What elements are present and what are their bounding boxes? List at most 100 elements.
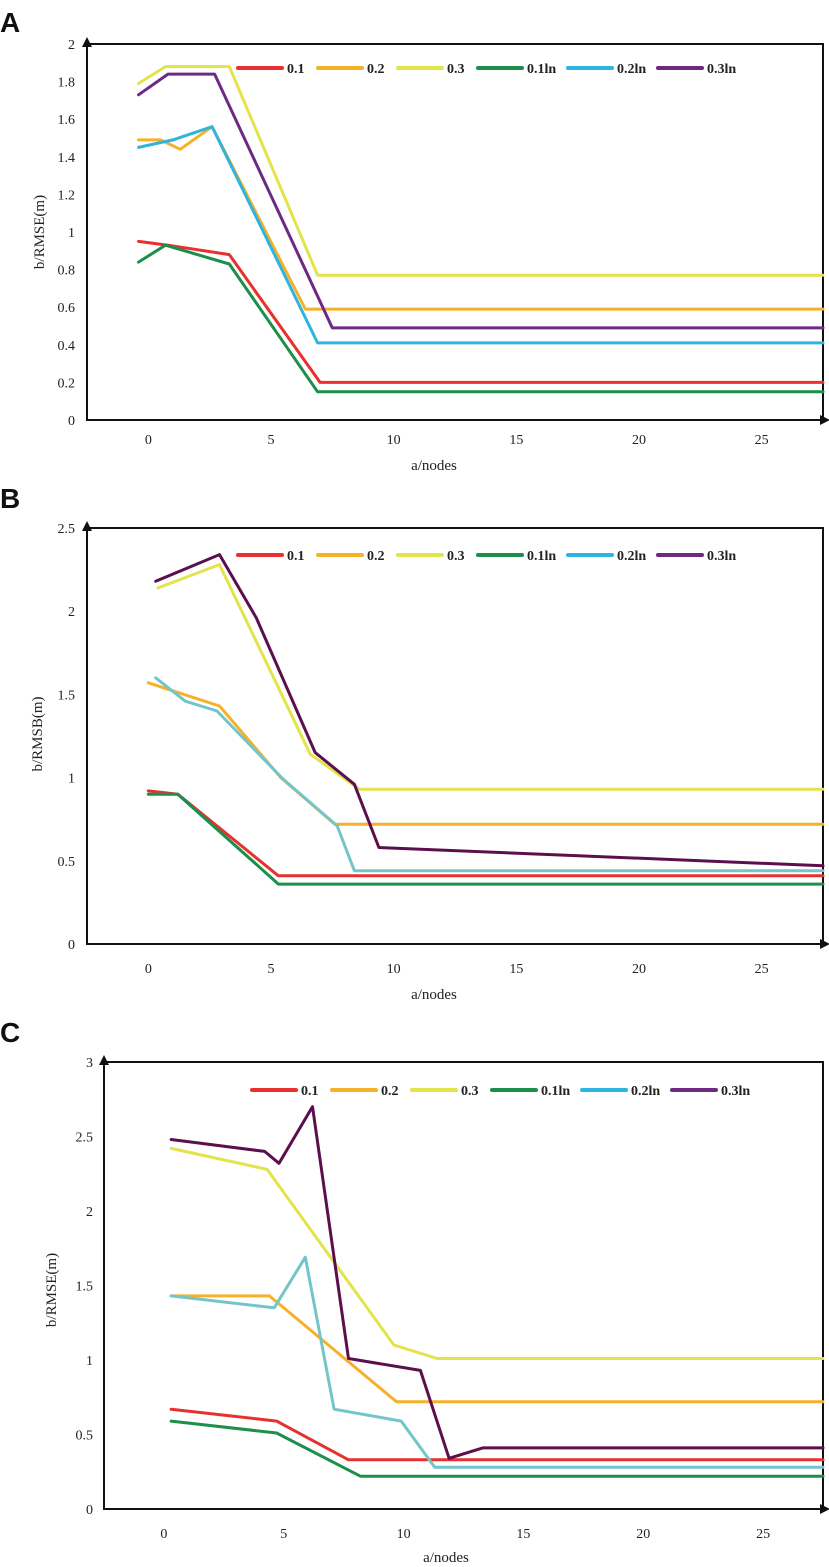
y-tick-label: 0.2	[58, 376, 76, 391]
panel-letter: A	[0, 7, 20, 38]
legend-label-0.3ln: 0.3ln	[707, 549, 736, 564]
legend-label-0.2ln: 0.2ln	[631, 1084, 660, 1099]
plot-frame	[86, 527, 824, 945]
series-line-0.1ln	[137, 243, 825, 394]
y-tick-label: 3	[86, 1056, 93, 1071]
x-tick-label: 0	[145, 962, 152, 977]
legend-label-0.1: 0.1	[287, 549, 305, 564]
y-tick-label: 1.5	[58, 688, 76, 703]
series-line-0.1	[146, 789, 825, 878]
x-tick-label: 20	[636, 1527, 650, 1542]
y-tick-label: 0.5	[76, 1429, 94, 1444]
x-axis-label: a/nodes	[411, 458, 457, 474]
legend-label-0.2: 0.2	[367, 549, 385, 564]
x-tick-label: 10	[387, 962, 401, 977]
panel-letter: B	[0, 483, 20, 514]
series-line-0.2	[146, 681, 825, 826]
x-tick-label: 15	[509, 962, 523, 977]
y-tick-label: 0.6	[58, 301, 76, 316]
x-tick-label: 10	[387, 433, 401, 448]
legend: 0.1 0.2 0.3 0.1ln 0.2ln 0.3ln	[236, 549, 736, 564]
legend-label-0.2ln: 0.2ln	[617, 62, 646, 77]
x-tick-label: 0	[160, 1527, 167, 1542]
series-line-0.1	[137, 239, 825, 384]
y-tick-labels: 0 0.5 1 1.5 2 2.5	[58, 522, 76, 953]
series-line-0.2ln	[137, 125, 825, 345]
series-line-0.3ln	[169, 1105, 825, 1460]
series-line-0.2ln	[169, 1255, 825, 1469]
series-lines	[169, 1105, 825, 1478]
y-tick-label: 0	[68, 938, 75, 953]
y-tick-label: 1.8	[58, 76, 76, 91]
y-tick-label: 0.5	[58, 855, 76, 870]
legend-label-0.3: 0.3	[461, 1084, 479, 1099]
y-tick-label: 1.5	[76, 1280, 94, 1295]
y-axis-label: b/RMSE(m)	[44, 1253, 60, 1327]
y-tick-label: 0	[68, 414, 75, 429]
y-tick-labels: 0 0.5 1 1.5 2 2.5 3	[76, 1056, 94, 1518]
y-tick-label: 2	[68, 38, 75, 53]
y-axis-label: b/RMSB(m)	[30, 696, 46, 771]
series-lines	[146, 553, 825, 886]
y-tick-label: 1	[68, 772, 75, 787]
series-line-0.2	[169, 1294, 825, 1404]
x-tick-label: 15	[509, 433, 523, 448]
x-axis-label: a/nodes	[423, 1550, 469, 1566]
y-axis-label: b/RMSE(m)	[32, 195, 48, 269]
legend-label-0.3ln: 0.3ln	[721, 1084, 750, 1099]
x-tick-label: 5	[268, 433, 275, 448]
legend-label-0.1: 0.1	[301, 1084, 319, 1099]
legend-label-0.1ln: 0.1ln	[541, 1084, 570, 1099]
x-axis-label: a/nodes	[411, 987, 457, 1003]
y-tick-label: 1.4	[58, 151, 76, 166]
panel-a: A 0 5 10 15 20 25 0 0.2 0.4 0.6 0.8 1 1.2 1.4 1.6 1.8 2…	[0, 7, 829, 474]
series-line-0.1ln	[169, 1419, 825, 1478]
y-tick-label: 1.2	[58, 188, 76, 203]
x-tick-label: 10	[397, 1527, 411, 1542]
legend: 0.1 0.2 0.3 0.1ln 0.2ln 0.3ln	[236, 62, 736, 77]
series-lines	[137, 65, 825, 394]
legend-label-0.1: 0.1	[287, 62, 305, 77]
legend-label-0.2: 0.2	[381, 1084, 399, 1099]
y-tick-label: 2.5	[76, 1131, 94, 1146]
x-tick-label: 25	[755, 433, 769, 448]
series-line-0.1ln	[146, 792, 825, 886]
y-tick-label: 2	[68, 605, 75, 620]
panel-letter: C	[0, 1017, 20, 1048]
legend-label-0.3ln: 0.3ln	[707, 62, 736, 77]
legend-label-0.1ln: 0.1ln	[527, 549, 556, 564]
x-tick-label: 5	[280, 1527, 287, 1542]
y-tick-label: 0.8	[58, 264, 76, 279]
plot-frame	[103, 1061, 824, 1510]
series-line-0.3ln	[154, 553, 825, 868]
x-tick-label: 25	[756, 1527, 770, 1542]
panel-b: B 0 5 10 15 20 25 0 0.5 1 1.5 2 2.5 0.1 0.2 0.3 0.1ln…	[0, 483, 829, 1003]
x-tick-label: 0	[145, 433, 152, 448]
x-tick-label: 20	[632, 433, 646, 448]
legend-label-0.2ln: 0.2ln	[617, 549, 646, 564]
y-tick-label: 0	[86, 1503, 93, 1518]
x-tick-label: 5	[268, 962, 275, 977]
x-tick-labels: 0 5 10 15 20 25	[160, 1527, 770, 1542]
series-line-0.3ln	[137, 72, 825, 330]
legend-label-0.3: 0.3	[447, 549, 465, 564]
x-tick-label: 20	[632, 962, 646, 977]
y-tick-label: 2	[86, 1205, 93, 1220]
series-line-0.3	[169, 1146, 825, 1360]
series-line-0.2	[137, 125, 825, 311]
y-tick-label: 1	[68, 226, 75, 241]
y-tick-label: 2.5	[58, 522, 76, 537]
series-line-0.1	[169, 1407, 825, 1462]
y-tick-label: 1.6	[58, 113, 76, 128]
y-tick-label: 1	[86, 1354, 93, 1369]
series-line-0.3	[137, 65, 825, 277]
x-tick-label: 15	[516, 1527, 530, 1542]
legend-label-0.1ln: 0.1ln	[527, 62, 556, 77]
plot-frame	[86, 43, 824, 421]
legend-label-0.3: 0.3	[447, 62, 465, 77]
series-line-0.3	[156, 563, 825, 791]
legend-label-0.2: 0.2	[367, 62, 385, 77]
x-tick-label: 25	[755, 962, 769, 977]
series-line-0.2ln	[154, 676, 825, 873]
